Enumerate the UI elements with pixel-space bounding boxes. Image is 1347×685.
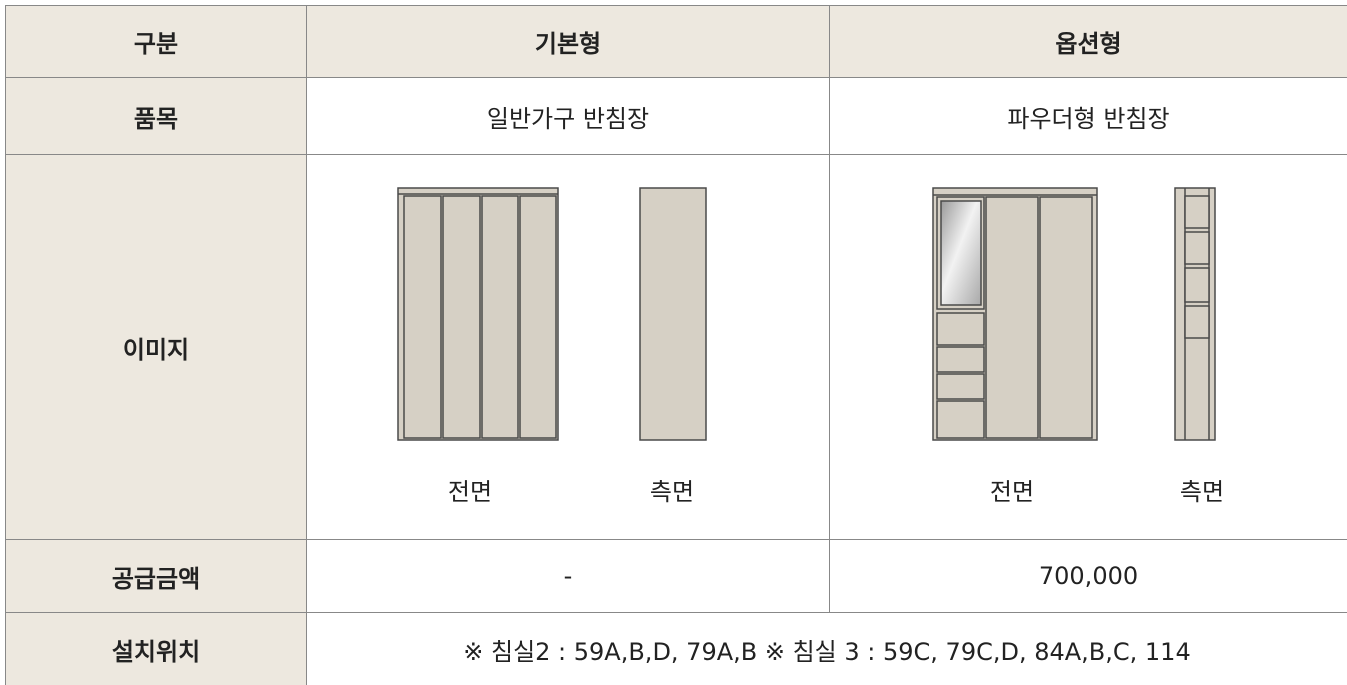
option-side	[1174, 187, 1216, 441]
cell: 700,000	[830, 540, 1347, 613]
row-label: 공급금액	[5, 540, 307, 613]
image-caption: 전면	[989, 478, 1035, 506]
cell	[307, 155, 830, 540]
header-cell: 옵션형	[830, 5, 1347, 78]
row-label: 설치위치	[5, 613, 307, 685]
header-cell: 구분	[5, 5, 307, 78]
basic-front	[397, 187, 559, 441]
cell: 파우더형 반침장	[830, 78, 1347, 155]
cell: -	[307, 540, 830, 613]
option-front	[932, 187, 1098, 441]
basic-side	[639, 187, 707, 441]
cell: ※ 침실2 : 59A,B,D, 79A,B ※ 침실 3 : 59C, 79C…	[463, 637, 1191, 666]
image-caption: 측면	[649, 478, 695, 506]
image-caption: 측면	[1179, 478, 1225, 506]
row-label: 품목	[5, 78, 307, 155]
image-caption: 전면	[447, 478, 493, 506]
cell	[830, 155, 1347, 540]
cell: 일반가구 반침장	[307, 78, 830, 155]
row-label: 이미지	[5, 155, 307, 540]
header-cell: 기본형	[307, 5, 830, 78]
